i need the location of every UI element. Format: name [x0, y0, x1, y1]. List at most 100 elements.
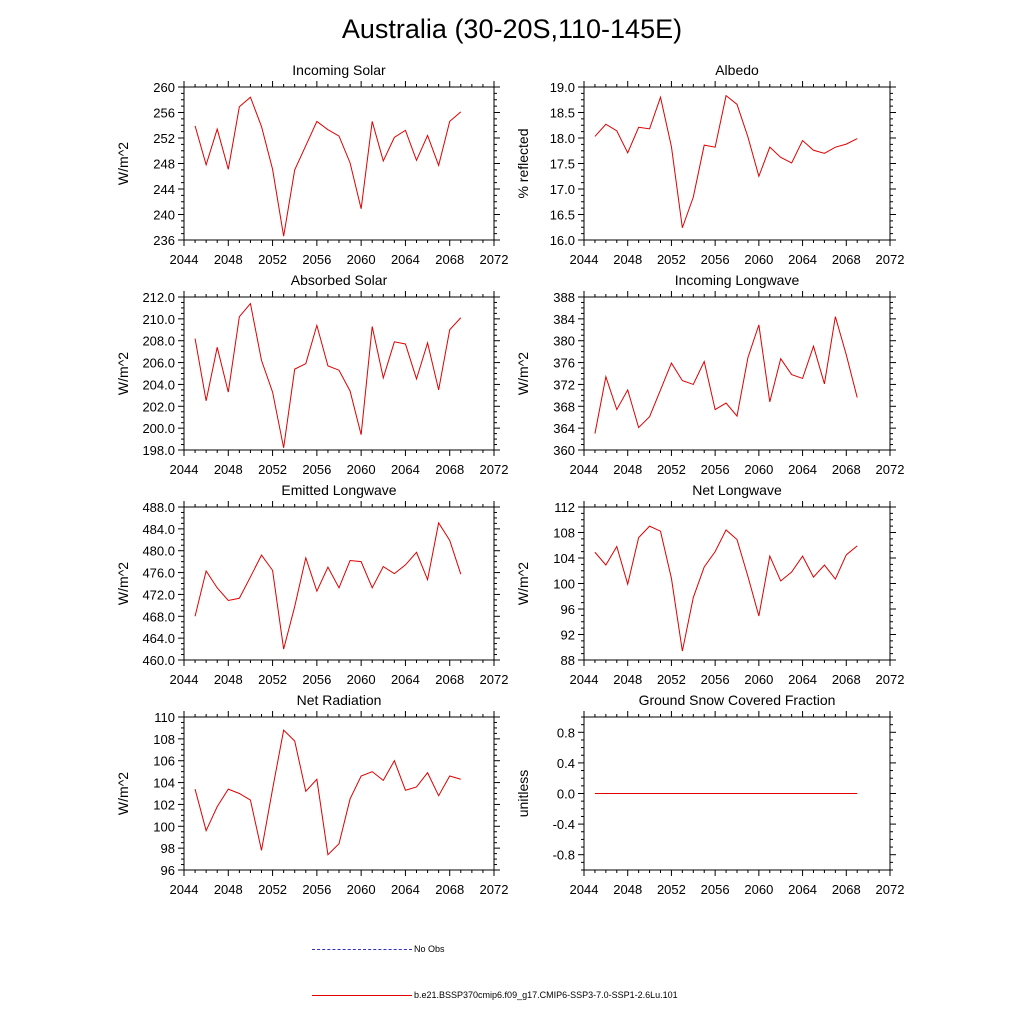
y-tick-label: 102 — [153, 797, 175, 812]
plot-frame — [183, 296, 495, 451]
y-tick-label: 376 — [553, 356, 575, 371]
y-tick-label: 96 — [561, 602, 575, 617]
panel-title: Ground Snow Covered Fraction — [639, 692, 836, 708]
plot-frame — [183, 716, 495, 871]
y-tick-label: 488.0 — [142, 500, 175, 515]
series-line — [594, 94, 858, 228]
x-tick-label: 2068 — [435, 882, 464, 897]
x-tick-label: 2072 — [876, 462, 905, 477]
y-tick-label: 98 — [161, 841, 175, 856]
x-tick-label: 2072 — [480, 252, 509, 267]
y-tick-label: 208.0 — [142, 334, 175, 349]
y-tick-label: 108 — [153, 732, 175, 747]
x-tick-label: 2052 — [258, 672, 287, 687]
y-tick-label: 18.0 — [550, 131, 575, 146]
x-tick-label: 2044 — [570, 252, 599, 267]
x-tick-label: 2048 — [613, 672, 642, 687]
panel-title: Emitted Longwave — [281, 482, 396, 498]
y-tick-label: 368 — [553, 399, 575, 414]
y-tick-label: 248 — [153, 157, 175, 172]
x-tick-label: 2048 — [214, 672, 243, 687]
y-tick-label: 110 — [154, 710, 175, 725]
series-line — [194, 96, 462, 237]
y-tick-label: 256 — [153, 106, 175, 121]
x-tick-label: 2068 — [435, 462, 464, 477]
x-tick-label: 2048 — [214, 252, 243, 267]
y-axis-label: W/m^2 — [515, 562, 531, 605]
y-tick-label: 372 — [553, 377, 575, 392]
x-tick-label: 2064 — [391, 882, 420, 897]
x-tick-label: 2064 — [391, 672, 420, 687]
y-tick-label: 380 — [553, 334, 575, 349]
x-tick-label: 2056 — [302, 462, 331, 477]
x-tick-label: 2056 — [701, 462, 730, 477]
y-tick-label: 476.0 — [142, 566, 175, 581]
x-tick-label: 2056 — [302, 672, 331, 687]
y-tick-label: 260 — [153, 80, 175, 95]
y-axis-label: W/m^2 — [515, 352, 531, 395]
legend-obs-label: No Obs — [414, 944, 445, 954]
y-tick-label: 464.0 — [142, 631, 175, 646]
x-tick-label: 2060 — [744, 672, 773, 687]
y-tick-label: 244 — [153, 182, 175, 197]
x-tick-label: 2072 — [480, 462, 509, 477]
x-tick-label: 2056 — [701, 882, 730, 897]
x-tick-label: 2048 — [214, 882, 243, 897]
y-tick-label: 100 — [153, 819, 175, 834]
x-tick-label: 2052 — [657, 882, 686, 897]
series-line — [194, 521, 462, 650]
plot-frame — [183, 506, 495, 661]
y-tick-label: 112 — [554, 500, 575, 515]
x-tick-label: 2048 — [613, 462, 642, 477]
y-tick-label: 96 — [161, 863, 175, 878]
x-tick-label: 2052 — [258, 462, 287, 477]
y-tick-label: 472.0 — [142, 587, 175, 602]
x-tick-label: 2048 — [613, 882, 642, 897]
x-tick-label: 2044 — [170, 882, 199, 897]
x-tick-label: 2060 — [744, 252, 773, 267]
series-line — [594, 525, 858, 652]
y-axis-label: % reflected — [515, 128, 531, 198]
y-tick-label: 204.0 — [142, 377, 175, 392]
series-line — [194, 302, 462, 448]
y-tick-label: -0.8 — [553, 848, 575, 863]
y-tick-label: 17.0 — [550, 182, 575, 197]
x-tick-label: 2052 — [657, 462, 686, 477]
y-tick-label: 19.0 — [550, 80, 575, 95]
y-tick-label: 210.0 — [142, 312, 175, 327]
y-axis-label: unitless — [515, 770, 531, 817]
panel-title: Net Radiation — [297, 692, 382, 708]
y-tick-label: 0.0 — [557, 787, 575, 802]
x-tick-label: 2044 — [570, 462, 599, 477]
y-tick-label: 88 — [561, 653, 575, 668]
y-tick-label: 16.5 — [550, 208, 575, 223]
y-tick-label: 106 — [153, 754, 175, 769]
y-tick-label: 18.5 — [550, 106, 575, 121]
y-tick-label: 252 — [153, 131, 175, 146]
y-tick-label: 92 — [561, 628, 575, 643]
y-tick-label: 360 — [553, 443, 575, 458]
x-tick-label: 2072 — [876, 882, 905, 897]
x-tick-label: 2064 — [788, 462, 817, 477]
plot-frame — [583, 86, 891, 241]
x-tick-label: 2068 — [832, 252, 861, 267]
y-tick-label: 200.0 — [142, 421, 175, 436]
y-axis-label: W/m^2 — [115, 352, 131, 395]
y-tick-label: 236 — [153, 233, 175, 248]
x-tick-label: 2068 — [832, 672, 861, 687]
x-tick-label: 2072 — [876, 252, 905, 267]
x-tick-label: 2064 — [788, 252, 817, 267]
legend-model-line — [312, 995, 412, 996]
x-tick-label: 2060 — [744, 882, 773, 897]
x-tick-label: 2048 — [613, 252, 642, 267]
x-tick-label: 2068 — [435, 252, 464, 267]
x-tick-label: 2044 — [170, 252, 199, 267]
legend-model-label: b.e21.BSSP370cmip6.f09_g17.CMIP6-SSP3-7.… — [414, 990, 678, 1000]
y-tick-label: -0.4 — [553, 817, 575, 832]
x-tick-label: 2064 — [788, 672, 817, 687]
x-tick-label: 2044 — [570, 672, 599, 687]
x-tick-label: 2052 — [657, 252, 686, 267]
x-tick-label: 2064 — [391, 252, 420, 267]
panel-title: Albedo — [715, 62, 759, 78]
x-tick-label: 2072 — [876, 672, 905, 687]
